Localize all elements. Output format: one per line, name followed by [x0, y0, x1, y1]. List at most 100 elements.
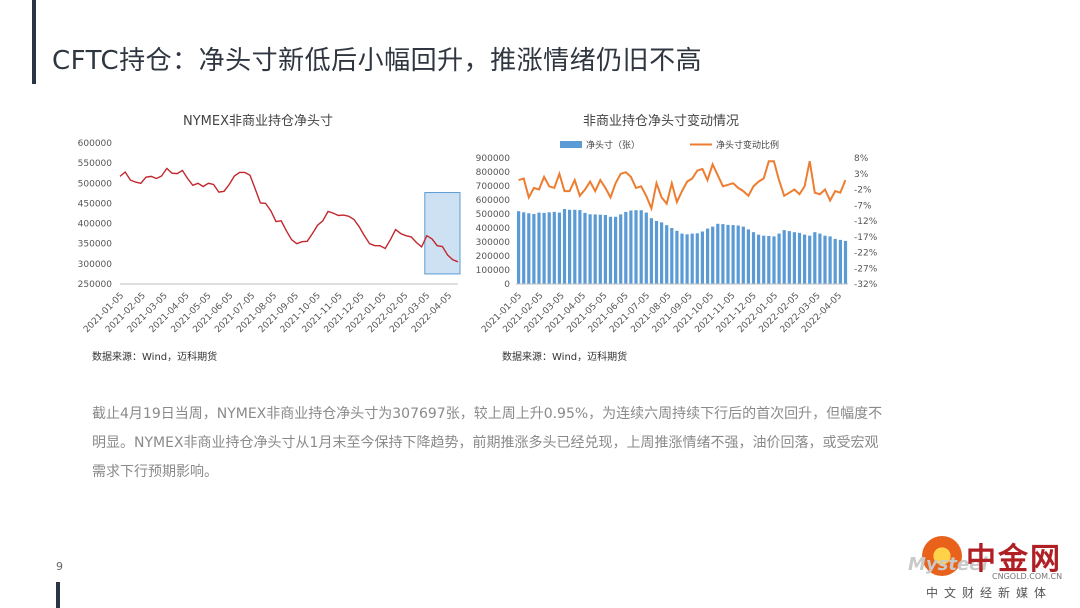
chart2-bar [680, 233, 684, 284]
chart2-bar [532, 214, 536, 284]
chart2-change-ratio-line [518, 160, 847, 212]
chart2-bar [670, 228, 674, 284]
cngold-logo: Mysteel 中金网 CNGOLD.COM.CN 中文财经新媒体 [908, 534, 1078, 604]
chart2-right-y-tick-label: -32% [854, 280, 878, 290]
chart2-bar [675, 230, 679, 284]
chart1-series-line [119, 167, 459, 263]
chart2-bar [573, 209, 577, 284]
chart2-bar [803, 234, 807, 284]
chart2-right-y-tick-label: -22% [854, 249, 878, 259]
chart2-bar [588, 214, 592, 284]
chart2-bar [547, 212, 551, 284]
chart1-y-tick-label: 350000 [78, 240, 113, 250]
chart2-bar [813, 232, 817, 284]
chart2-bar [649, 218, 653, 284]
chart2-bar [838, 239, 842, 284]
chart2-left-y-tick-label: 200000 [476, 252, 511, 262]
chart2-bar [823, 235, 827, 284]
chart2-bar [711, 226, 715, 284]
chart2-bar [772, 236, 776, 284]
chart2-bar [542, 212, 546, 284]
chart2-bar [527, 213, 531, 284]
chart2-bar [767, 236, 771, 284]
chart2-bar [716, 223, 720, 284]
chart2-left-y-tick-label: 500000 [476, 210, 511, 220]
chart2-bar [603, 215, 607, 284]
chart1-y-tick-label: 250000 [78, 280, 113, 290]
chart2-right-y-tick-label: -2% [854, 186, 872, 196]
chart2-title: 非商业持仓净头寸变动情况 [583, 114, 740, 129]
chart2-left-y-tick-label: 800000 [476, 168, 511, 178]
chart2-bar [721, 224, 725, 284]
chart2-bar [517, 211, 521, 284]
chart2-right-y-tick-label: 8% [854, 154, 869, 164]
chart2-bar [808, 235, 812, 284]
chart2-bar [695, 233, 699, 284]
chart2-bar [746, 229, 750, 284]
chart2-legend-bar-label: 净头寸（张） [586, 139, 640, 151]
chart2-bar [608, 216, 613, 284]
chart2-bar [522, 212, 526, 284]
chart2-bar [583, 212, 587, 284]
chart2-bar [777, 233, 781, 284]
chart2-bar [665, 225, 669, 284]
chart2-right-y-tick-label: 3% [854, 170, 869, 180]
chart2-bar [736, 225, 740, 284]
chart2-bar [557, 212, 561, 284]
chart2-left-y-tick-label: 600000 [476, 196, 511, 206]
footer-accent-bar [56, 582, 60, 608]
chart2-legend-bar-swatch [560, 141, 582, 148]
chart2-bar [639, 210, 643, 284]
chart2-left-y-tick-label: 700000 [476, 182, 511, 192]
chart2-bar [843, 240, 848, 284]
chart1-y-tick-label: 300000 [78, 260, 113, 270]
chart2-bar [614, 216, 618, 284]
chart2-bar [629, 210, 633, 284]
chart1-y-tick-label: 400000 [78, 220, 113, 230]
chart2-legend-line-label: 净头寸变动比例 [716, 139, 779, 151]
chart2-bar [818, 233, 822, 284]
chart1-y-tick-label: 550000 [78, 159, 113, 169]
chart2-bar [762, 235, 766, 284]
chart2-bar [731, 225, 735, 284]
chart2-left-y-tick-label: 100000 [476, 266, 511, 276]
chart2-bar [726, 224, 730, 284]
chart2-bar [644, 212, 648, 284]
chart2-bar [552, 211, 556, 284]
chart2-bar [537, 212, 541, 284]
logo-emblem-icon [922, 536, 962, 576]
chart2-left-y-tick-label: 900000 [476, 154, 511, 164]
logo-slogan: 中文财经新媒体 [926, 586, 1053, 600]
chart2-bar [598, 214, 602, 284]
chart2-bar [792, 232, 796, 284]
logo-name: 中金网 [966, 542, 1062, 577]
chart1-y-tick-label: 500000 [78, 179, 113, 189]
chart2-source: 数据来源：Wind，迈科期货 [502, 352, 628, 363]
chart2-bar [700, 231, 704, 284]
chart2-bar [634, 210, 638, 284]
chart2-bar [833, 238, 837, 284]
chart2-bar [654, 221, 659, 284]
chart2-left-y-tick-label: 0 [504, 280, 510, 290]
chart2-bar [706, 228, 710, 284]
chart2-bar [562, 209, 567, 284]
chart2-bar [782, 230, 786, 284]
chart2-bar [751, 232, 756, 284]
chart2-right-y-tick-label: -27% [854, 264, 878, 274]
chart2-bar [757, 234, 761, 284]
chart1-y-tick-label: 600000 [78, 139, 113, 149]
chart2-bar [690, 233, 694, 284]
logo-watermark: Mysteel [908, 554, 988, 575]
chart2-bar [578, 210, 582, 284]
chart2-bar [660, 222, 664, 284]
chart2-bar [619, 214, 623, 284]
chart2-right-y-tick-label: -12% [854, 217, 878, 227]
chart2-right-y-tick-label: -17% [854, 233, 878, 243]
chart2-bar [624, 211, 628, 284]
chart2-bar [568, 209, 572, 284]
chart2-bar [741, 226, 745, 284]
chart2-bar [828, 236, 832, 284]
chart2-bar [593, 214, 597, 284]
